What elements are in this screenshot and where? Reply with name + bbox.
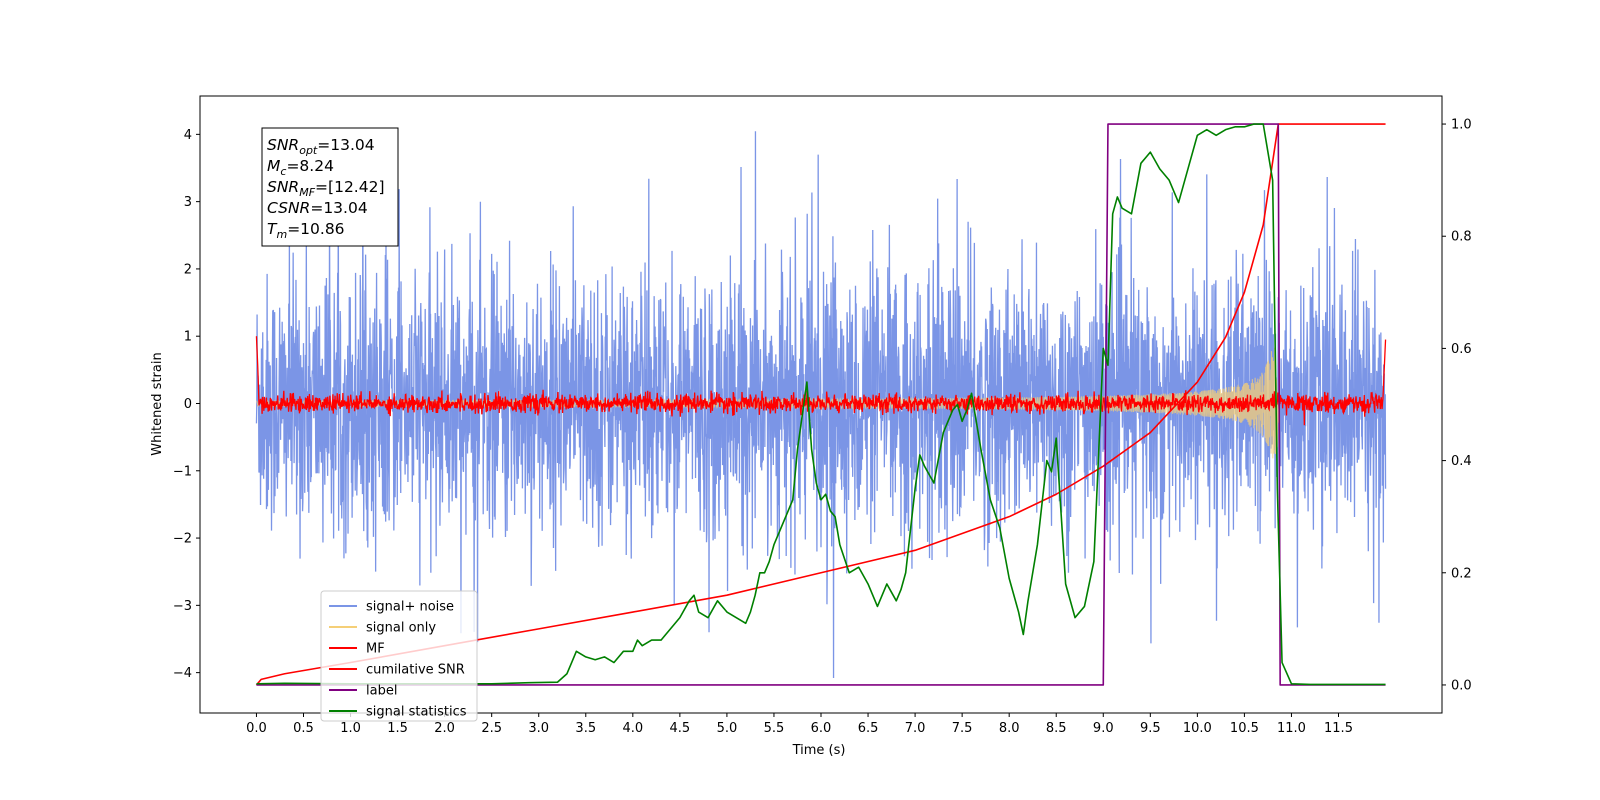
legend: signal+ noise signal only MF cumilative SNR…: [320, 590, 478, 722]
x-tick-label: 1.5: [387, 721, 408, 736]
mf-layer: [255, 336, 1387, 426]
y-axis-ticks: −4 −3 −2 −1 0 1 2 3 4: [173, 128, 200, 681]
x-tick-label: 8.0: [999, 721, 1020, 736]
x-tick-label: 0.0: [246, 721, 267, 736]
x-axis-ticks: 0.0 0.5 1.0 1.5 2.0 2.5 3.0 3.5 4.0 4.5 5.0 5.5 6.0 6…: [246, 713, 1353, 736]
x-tick-label: 10.5: [1230, 721, 1259, 736]
x-axis-label: Time (s): [792, 743, 846, 758]
legend-label: signal+ noise: [366, 600, 454, 615]
series-label-line: [256, 123, 1386, 686]
stats-box: SNRopt=13.04Mc=8.24SNRMF=[12.42]CSNR=13.…: [261, 127, 399, 247]
x-tick-label: 11.0: [1277, 721, 1306, 736]
y-tick-label: 3: [184, 195, 192, 210]
y-tick-label: 1: [184, 330, 192, 345]
y-tick-label: 2: [184, 262, 192, 277]
x-tick-label: 8.5: [1046, 721, 1067, 736]
x-tick-label: 0.5: [293, 721, 314, 736]
stats-box-line: SNRMF=[12.42]: [267, 178, 385, 199]
legend-label: label: [366, 684, 397, 699]
x-tick-label: 5.5: [764, 721, 785, 736]
x-tick-label: 6.0: [811, 721, 832, 736]
stats-box-line: Mc=8.24: [267, 157, 334, 178]
y-tick-label: −1: [173, 464, 192, 479]
x-tick-label: 7.0: [905, 721, 926, 736]
stats-box-line: SNRopt=13.04: [267, 136, 375, 157]
x-tick-label: 3.0: [528, 721, 549, 736]
x-tick-label: 7.5: [952, 721, 973, 736]
y-tick-label: 4: [184, 128, 192, 143]
y-tick-label: −2: [173, 532, 192, 547]
y-right-tick-label: 0.8: [1451, 230, 1472, 245]
x-tick-label: 10.0: [1183, 721, 1212, 736]
y-tick-label: −4: [173, 666, 192, 681]
x-tick-label: 6.5: [858, 721, 879, 736]
stats-box-frame: [261, 127, 399, 247]
legend-label: cumilative SNR: [366, 663, 465, 678]
y-right-tick-label: 0.0: [1451, 678, 1472, 693]
y-right-axis-ticks: 0.0 0.2 0.4 0.6 0.8 1.0: [1442, 118, 1472, 693]
x-tick-label: 9.0: [1093, 721, 1114, 736]
y-right-tick-label: 1.0: [1451, 118, 1472, 133]
x-tick-label: 5.0: [717, 721, 738, 736]
legend-label: MF: [366, 642, 385, 657]
series-mf-line: [255, 336, 1387, 426]
x-tick-label: 4.5: [670, 721, 691, 736]
y-tick-label: 0: [184, 397, 192, 412]
y-right-tick-label: 0.4: [1451, 454, 1472, 469]
stats-box-line: Tm=10.86: [267, 220, 345, 241]
stats-box-line: CSNR=13.04: [267, 199, 368, 217]
y-right-tick-label: 0.6: [1451, 342, 1472, 357]
legend-label: signal statistics: [366, 705, 467, 720]
y-axis-label: Whitened strain: [150, 352, 165, 455]
x-tick-label: 9.5: [1140, 721, 1161, 736]
y-tick-label: −3: [173, 599, 192, 614]
x-tick-label: 4.0: [622, 721, 643, 736]
legend-label: signal only: [366, 621, 436, 636]
x-tick-label: 1.0: [340, 721, 361, 736]
x-tick-label: 3.5: [575, 721, 596, 736]
x-tick-label: 11.5: [1324, 721, 1353, 736]
y-right-tick-label: 0.2: [1451, 566, 1472, 581]
x-tick-label: 2.5: [481, 721, 502, 736]
legend-frame: [320, 590, 478, 722]
series-signal-statistics-line: [256, 123, 1386, 686]
x-tick-label: 2.0: [434, 721, 455, 736]
